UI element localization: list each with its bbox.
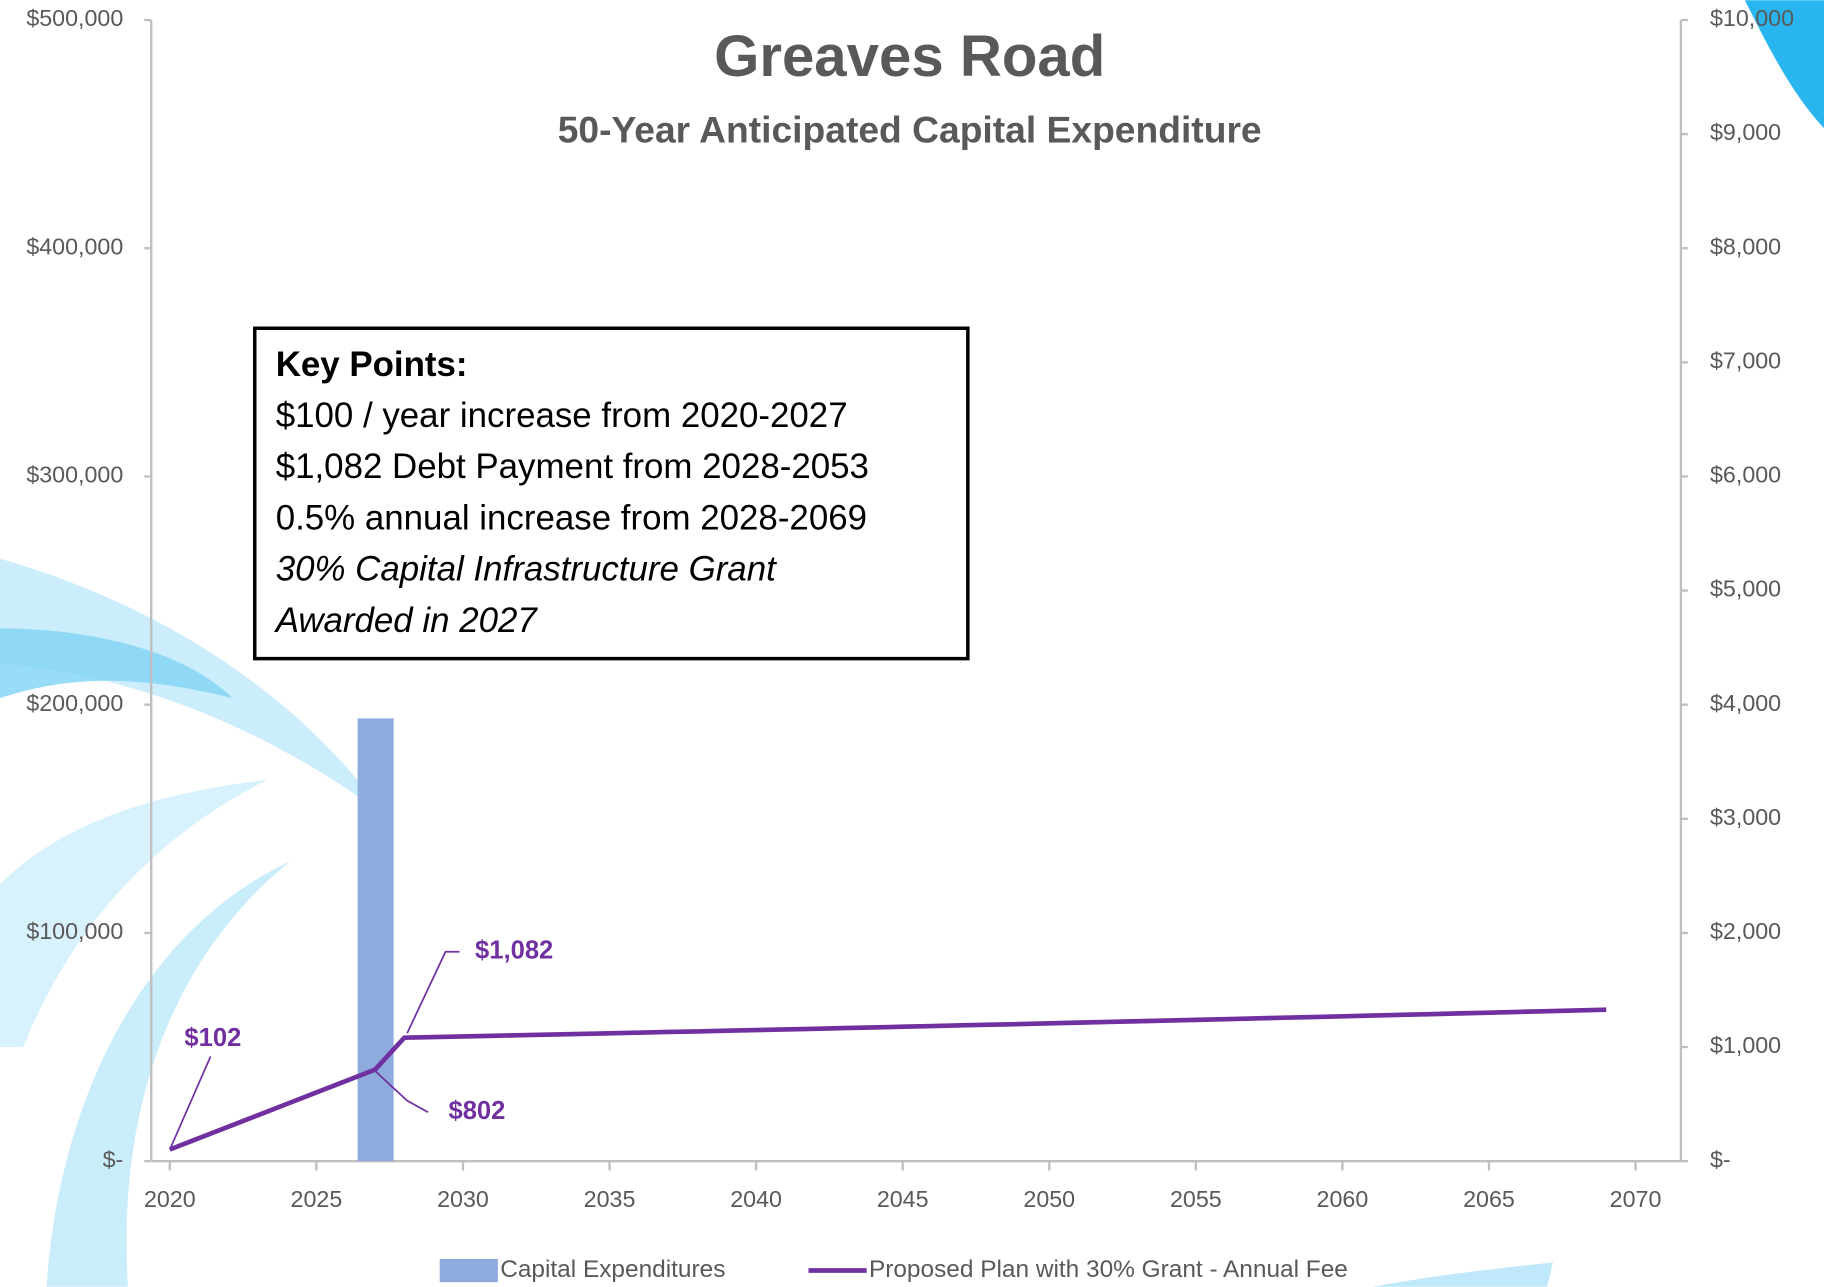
key-points-box xyxy=(253,326,970,661)
x-tick-label: 2045 xyxy=(877,1186,929,1212)
annotation: Awarded in 2027 xyxy=(274,601,539,640)
y-tick-label: $500,000 xyxy=(26,5,123,31)
y-tick-label: $300,000 xyxy=(26,462,123,488)
y-tick-label: $200,000 xyxy=(26,690,123,716)
y2-tick-label: $5,000 xyxy=(1710,576,1781,602)
x-tick-label: 2020 xyxy=(144,1186,196,1212)
data-label: $1,082 xyxy=(475,937,553,965)
x-tick-label: 2070 xyxy=(1610,1186,1662,1212)
chart-title: Greaves Road xyxy=(714,24,1105,89)
y2-tick-label: $6,000 xyxy=(1710,462,1781,488)
y2-tick-label: $8,000 xyxy=(1710,233,1781,259)
data-label-leader xyxy=(169,1056,212,1150)
y-tick-label: $400,000 xyxy=(26,233,123,259)
y-tick-label: $- xyxy=(103,1146,124,1172)
legend-swatch xyxy=(439,1258,498,1283)
legend-label: Capital Expenditures xyxy=(500,1256,725,1283)
annotation: 0.5% annual increase from 2028-2069 xyxy=(276,498,867,537)
y-tick-label: $100,000 xyxy=(26,918,123,944)
x-tick-label: 2060 xyxy=(1317,1186,1369,1212)
y2-tick-label: $3,000 xyxy=(1710,804,1781,830)
line xyxy=(168,1007,1607,1152)
y2-tick-label: $4,000 xyxy=(1710,690,1781,716)
bar xyxy=(357,718,394,1162)
y2-tick-label: $9,000 xyxy=(1710,119,1781,145)
y2-tick-label: $10,000 xyxy=(1710,5,1794,31)
data-label-leader xyxy=(373,1069,429,1114)
legend-label: Proposed Plan with 30% Grant - Annual Fe… xyxy=(869,1256,1348,1283)
x-tick-label: 2035 xyxy=(584,1186,636,1212)
data-label-leader xyxy=(406,950,460,1034)
annotation: $1,082 Debt Payment from 2028-2053 xyxy=(276,447,869,486)
x-tick-label: 2040 xyxy=(730,1186,782,1212)
y2-tick-label: $1,000 xyxy=(1710,1032,1781,1058)
y2-tick-label: $7,000 xyxy=(1710,347,1781,373)
chart-subtitle: 50-Year Anticipated Capital Expenditure xyxy=(558,109,1262,151)
x-tick-label: 2030 xyxy=(437,1186,489,1212)
data-label: $102 xyxy=(184,1024,241,1052)
annotation: 30% Capital Infrastructure Grant xyxy=(276,550,777,589)
y2-tick-label: $2,000 xyxy=(1710,918,1781,944)
data-label: $802 xyxy=(448,1097,505,1125)
x-tick-label: 2050 xyxy=(1023,1186,1075,1212)
annotation: $100 / year increase from 2020-2027 xyxy=(276,396,848,435)
y2-tick-label: $- xyxy=(1710,1146,1731,1172)
x-tick-label: 2025 xyxy=(291,1186,343,1212)
x-tick-label: 2065 xyxy=(1463,1186,1515,1212)
x-tick-label: 2055 xyxy=(1170,1186,1222,1212)
annotation: Key Points: xyxy=(276,345,468,384)
